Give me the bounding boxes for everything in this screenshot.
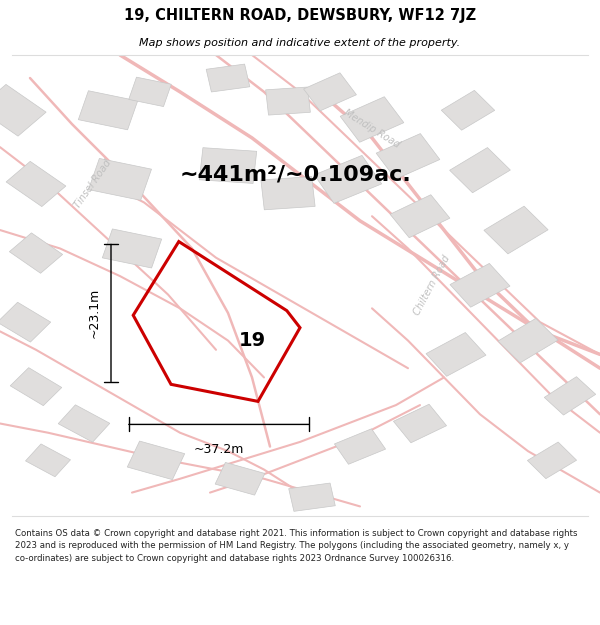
- Text: Map shows position and indicative extent of the property.: Map shows position and indicative extent…: [139, 38, 461, 48]
- Polygon shape: [103, 229, 161, 268]
- Polygon shape: [527, 442, 577, 479]
- Text: Mendip Road: Mendip Road: [342, 107, 402, 150]
- Polygon shape: [79, 91, 137, 130]
- Polygon shape: [215, 462, 265, 495]
- Text: ~23.1m: ~23.1m: [87, 288, 100, 338]
- Text: 19: 19: [238, 331, 266, 350]
- Polygon shape: [498, 318, 558, 363]
- Text: ~441m²/~0.109ac.: ~441m²/~0.109ac.: [180, 165, 412, 185]
- Polygon shape: [199, 148, 257, 183]
- Polygon shape: [0, 84, 46, 136]
- Polygon shape: [266, 87, 310, 115]
- Polygon shape: [261, 177, 315, 210]
- Polygon shape: [376, 134, 440, 179]
- Polygon shape: [544, 377, 596, 415]
- Polygon shape: [127, 441, 185, 479]
- Polygon shape: [58, 405, 110, 442]
- Polygon shape: [484, 206, 548, 254]
- Polygon shape: [6, 161, 66, 207]
- Polygon shape: [426, 332, 486, 376]
- Polygon shape: [449, 148, 511, 192]
- Polygon shape: [10, 368, 62, 406]
- Text: Tinsel Road: Tinsel Road: [73, 158, 113, 210]
- Text: Chiltern Road: Chiltern Road: [412, 254, 452, 317]
- Text: ~37.2m: ~37.2m: [194, 443, 244, 456]
- Polygon shape: [26, 444, 70, 477]
- Polygon shape: [334, 429, 386, 464]
- Polygon shape: [289, 483, 335, 511]
- Polygon shape: [340, 97, 404, 142]
- Polygon shape: [206, 64, 250, 92]
- Polygon shape: [394, 404, 446, 442]
- Polygon shape: [314, 156, 382, 203]
- Polygon shape: [304, 73, 356, 111]
- Polygon shape: [450, 263, 510, 308]
- Polygon shape: [10, 233, 62, 273]
- Text: 19, CHILTERN ROAD, DEWSBURY, WF12 7JZ: 19, CHILTERN ROAD, DEWSBURY, WF12 7JZ: [124, 8, 476, 23]
- Polygon shape: [390, 195, 450, 238]
- Polygon shape: [129, 77, 171, 106]
- Polygon shape: [441, 91, 495, 130]
- Polygon shape: [88, 158, 152, 200]
- Polygon shape: [0, 302, 51, 342]
- Text: Contains OS data © Crown copyright and database right 2021. This information is : Contains OS data © Crown copyright and d…: [15, 529, 577, 562]
